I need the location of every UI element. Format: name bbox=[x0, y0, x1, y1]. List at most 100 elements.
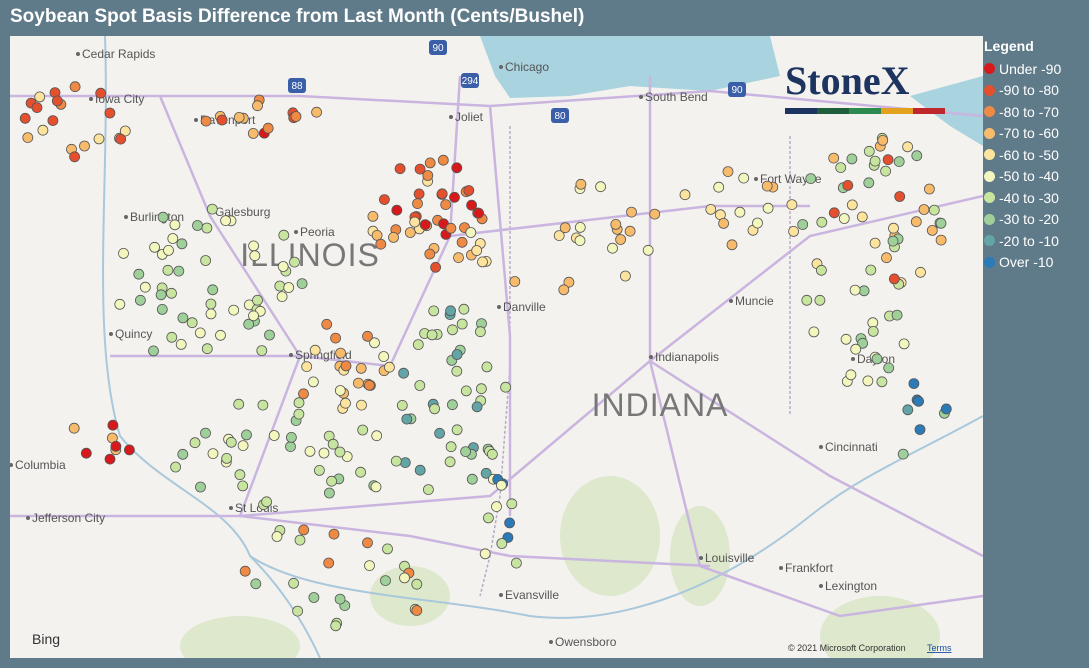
location-dot bbox=[356, 399, 367, 411]
location-dot bbox=[321, 318, 333, 330]
location-dot bbox=[471, 245, 483, 256]
location-dot bbox=[451, 365, 463, 377]
location-dot bbox=[215, 329, 226, 341]
legend-item: -30 to -20 bbox=[984, 209, 1061, 231]
location-dot bbox=[256, 345, 268, 357]
forest bbox=[560, 476, 660, 596]
city-dot bbox=[699, 556, 703, 560]
location-dot bbox=[340, 360, 352, 372]
location-dot bbox=[110, 440, 122, 452]
location-dot bbox=[370, 481, 382, 493]
location-dot bbox=[473, 207, 485, 219]
location-dot bbox=[394, 163, 406, 175]
location-dot bbox=[722, 166, 734, 178]
city-dot bbox=[497, 305, 501, 309]
location-dot bbox=[221, 452, 233, 464]
shield-label: 80 bbox=[554, 111, 566, 122]
location-dot bbox=[845, 369, 857, 381]
location-dot bbox=[607, 242, 618, 254]
city-label: Iowa City bbox=[95, 92, 144, 106]
location-dot bbox=[330, 332, 342, 344]
road-shield bbox=[728, 82, 746, 97]
location-dot bbox=[928, 204, 940, 216]
location-dot bbox=[169, 219, 181, 231]
location-dot bbox=[334, 385, 346, 396]
location-dot bbox=[835, 162, 847, 174]
location-dot bbox=[80, 447, 92, 459]
location-dot bbox=[367, 210, 379, 222]
city-label: Cincinnati bbox=[825, 440, 878, 454]
city-dot bbox=[76, 52, 80, 56]
legend-label: -80 to -70 bbox=[999, 103, 1059, 120]
location-dot bbox=[176, 238, 188, 250]
location-dot bbox=[705, 203, 717, 215]
city-label: Burlington bbox=[130, 210, 184, 224]
location-dot bbox=[364, 560, 375, 571]
city-dot bbox=[194, 118, 198, 122]
location-dot bbox=[274, 280, 286, 292]
location-dot bbox=[207, 448, 219, 460]
location-dot bbox=[323, 487, 335, 499]
legend-swatch bbox=[984, 192, 995, 204]
location-dot bbox=[429, 403, 441, 415]
location-dot bbox=[225, 436, 237, 448]
location-dot bbox=[914, 424, 926, 436]
city-dot bbox=[549, 640, 553, 644]
location-dot bbox=[307, 376, 319, 388]
location-dot bbox=[328, 528, 340, 540]
city-label: Muncie bbox=[735, 294, 774, 308]
location-dot bbox=[195, 481, 206, 493]
location-dot bbox=[401, 413, 413, 425]
city-dot bbox=[124, 215, 128, 219]
city-label: Peoria bbox=[300, 225, 335, 239]
location-dot bbox=[913, 395, 924, 407]
city-label: Columbia bbox=[15, 458, 66, 472]
legend-swatch bbox=[984, 170, 995, 182]
location-dot bbox=[380, 575, 391, 586]
location-dot bbox=[79, 140, 90, 152]
city-dot bbox=[499, 593, 503, 597]
logo-bar bbox=[881, 108, 913, 114]
terms-link[interactable]: Terms bbox=[927, 643, 952, 653]
location-dot bbox=[404, 227, 416, 238]
location-dot bbox=[424, 157, 436, 169]
location-dot bbox=[115, 133, 127, 145]
location-dot bbox=[192, 220, 203, 231]
location-dot bbox=[69, 81, 81, 93]
location-dot bbox=[257, 399, 269, 411]
location-dot bbox=[935, 234, 947, 246]
location-dot bbox=[910, 216, 922, 228]
location-dot bbox=[228, 304, 240, 316]
location-dot bbox=[477, 256, 488, 268]
location-dot bbox=[390, 455, 402, 467]
location-dot bbox=[877, 135, 889, 146]
location-dot bbox=[237, 440, 249, 452]
location-dot bbox=[894, 191, 906, 202]
location-dot bbox=[808, 326, 820, 338]
road bbox=[648, 360, 983, 618]
city-dot bbox=[754, 177, 758, 181]
location-dot bbox=[326, 475, 338, 487]
location-dot bbox=[200, 255, 212, 266]
location-dot bbox=[411, 578, 423, 590]
location-dot bbox=[869, 237, 881, 249]
location-dot bbox=[155, 289, 167, 301]
location-dot bbox=[902, 404, 914, 416]
city-dot bbox=[229, 506, 233, 510]
location-dot bbox=[419, 219, 431, 231]
location-dot bbox=[761, 180, 773, 192]
title: Soybean Spot Basis Difference from Last … bbox=[10, 6, 585, 27]
city-dot bbox=[851, 357, 855, 361]
location-dot bbox=[466, 199, 478, 211]
city-label: Chicago bbox=[505, 60, 549, 74]
location-dot bbox=[399, 457, 411, 469]
location-dot bbox=[335, 347, 347, 359]
location-dot bbox=[308, 592, 320, 603]
location-dot bbox=[22, 132, 34, 143]
location-dot bbox=[788, 225, 799, 237]
location-dot bbox=[846, 153, 858, 165]
location-dot bbox=[233, 112, 245, 123]
location-dot bbox=[186, 317, 198, 329]
road-shield bbox=[288, 78, 306, 93]
location-dot bbox=[762, 202, 774, 214]
